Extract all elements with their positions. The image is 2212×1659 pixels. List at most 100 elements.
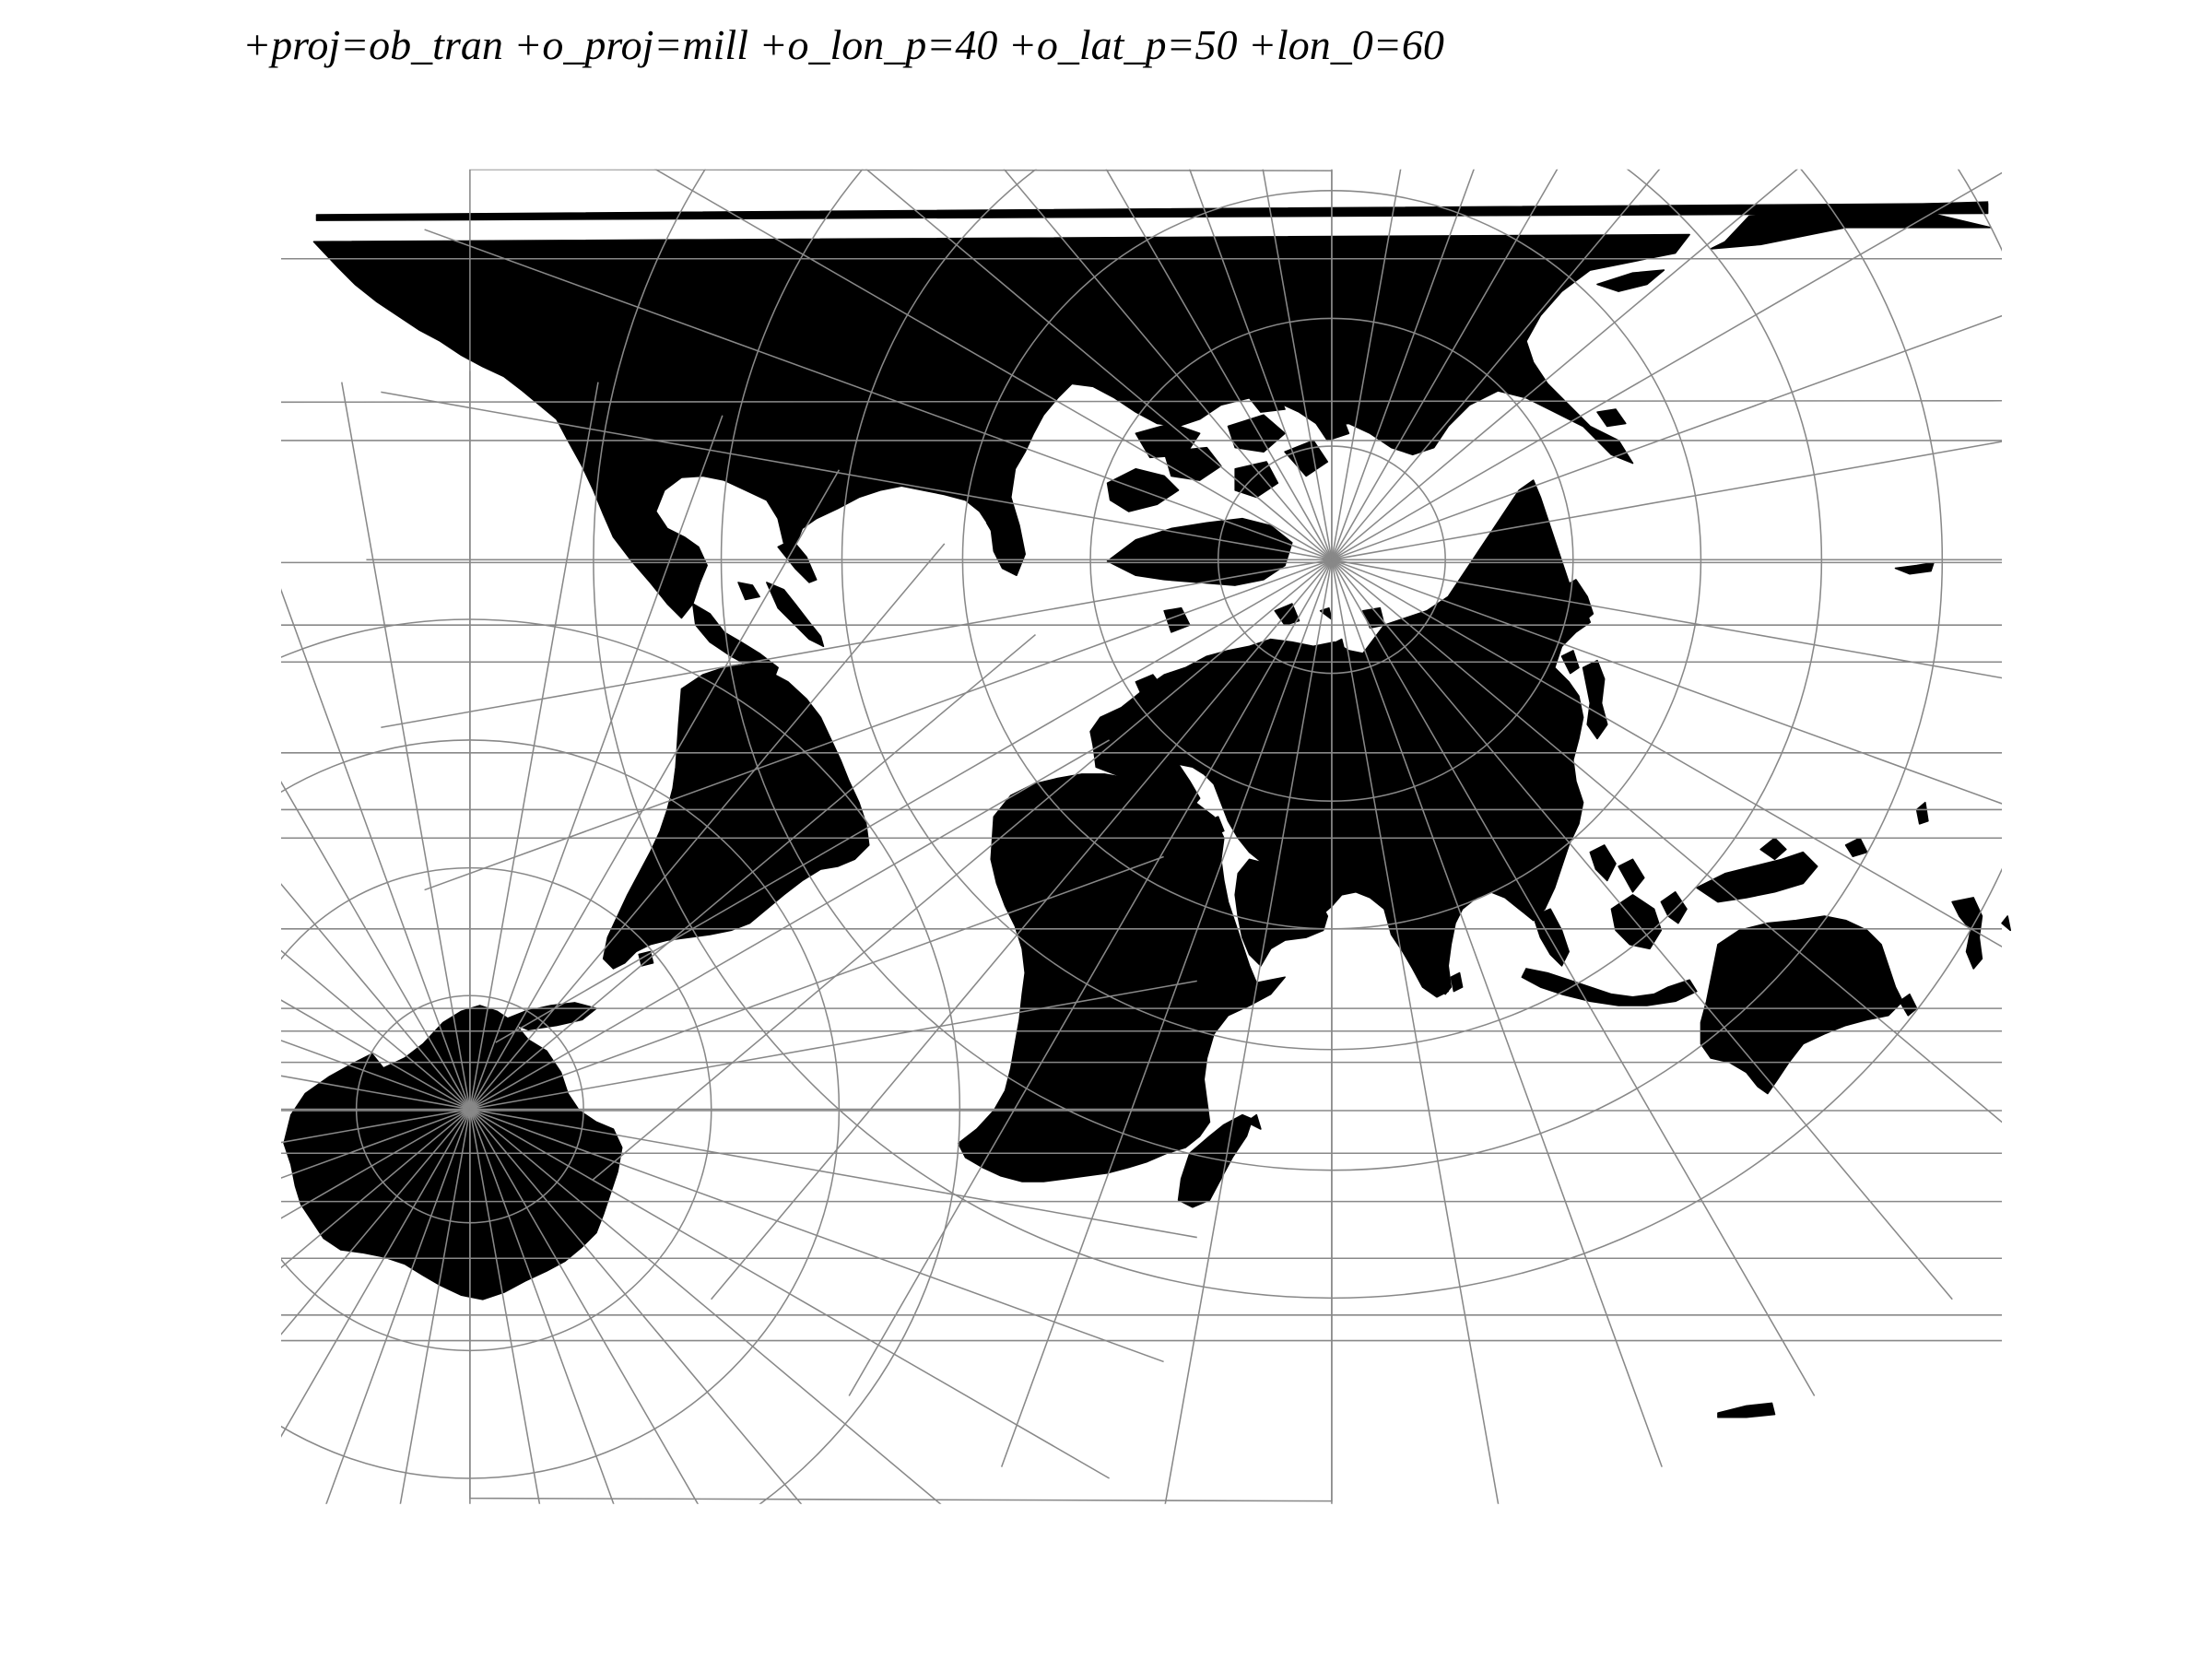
land-arctic-archipelago-5 <box>1234 461 1279 499</box>
land-australia <box>1700 915 1903 1095</box>
graticule-meridian-north <box>424 229 1333 561</box>
land-britain <box>1135 674 1169 712</box>
land-tasmania <box>1899 993 1918 1017</box>
graticule-parallel-south <box>281 866 712 1352</box>
land-med-island-2 <box>1294 801 1314 825</box>
land-falklands <box>638 950 654 967</box>
land-madagascar <box>1177 1113 1253 1208</box>
land-hudson-island-1 <box>985 513 1012 541</box>
graticule-meridian-north <box>1331 559 2003 947</box>
graticule-meridian-north <box>1331 169 1661 560</box>
graticule-meridian-north <box>1331 559 1500 1504</box>
graticule-parallel-south <box>281 739 841 1479</box>
graticule-meridian-north <box>848 559 1333 1396</box>
graticule-parallel-north <box>1217 445 1446 675</box>
land-small-se-2 <box>1894 561 1935 575</box>
graticule-meridian-north <box>1003 169 1333 560</box>
land-italy <box>1163 763 1201 808</box>
land-central-america <box>691 603 779 680</box>
graticule-meridian-north <box>1331 441 2003 561</box>
graticule-meridian-north <box>381 559 1333 728</box>
land-arabia <box>1234 858 1329 967</box>
graticule-meridian-north <box>1331 559 1663 1467</box>
graticule-meridian-north <box>653 169 1333 560</box>
land-east-island-2 <box>2001 915 2012 932</box>
land-arctic-archipelago-3 <box>1163 446 1222 481</box>
graticule-meridian-north <box>1331 559 2003 805</box>
graticule-parallel-north <box>841 169 1822 1051</box>
graticule-meridian-south <box>281 1108 471 1335</box>
graticule-meridian-north <box>865 169 1333 560</box>
graticule-meridian-north <box>1331 559 2003 1124</box>
land-arctic-archipelago-9 <box>1284 380 1314 402</box>
land-greenland <box>1106 517 1293 586</box>
land-philippines-1 <box>1589 844 1617 882</box>
land-new-guinea <box>1696 851 1818 903</box>
land-kamchatka <box>1558 579 1594 623</box>
land-png-tip <box>1759 837 1787 861</box>
graticule-parallel-north <box>961 190 1702 930</box>
graticule-meridian-north <box>1164 559 1333 1504</box>
graticule-parallel-south <box>355 994 584 1224</box>
graticule-meridian-south <box>281 1108 471 1269</box>
graticule-meridian-south <box>281 1108 471 1179</box>
land-florida <box>777 538 818 583</box>
land-arctic-archipelago-1 <box>1106 467 1180 512</box>
graticule-meridian-south <box>281 999 471 1111</box>
graticule-meridian-north <box>381 391 1333 561</box>
graticule-meridian-north <box>1331 559 1953 1300</box>
graticule-meridian-south <box>281 883 471 1110</box>
graticule-meridian-north <box>1331 169 1402 560</box>
graticule-meridian-north <box>1331 559 1816 1396</box>
graticule-meridian-south <box>281 1108 471 1144</box>
graticule-meridian-south <box>281 1075 471 1111</box>
graticule-parallel-north <box>593 169 2003 1299</box>
land-arctic-archipelago-6 <box>1284 440 1329 477</box>
land-philippines-2 <box>1618 858 1645 893</box>
land-africa <box>958 773 1286 1182</box>
graticule-meridian-north <box>1188 169 1333 560</box>
graticule-parallel-north <box>720 169 1943 1171</box>
graticule-meridian-south <box>281 1040 471 1111</box>
land-sulawesi <box>1660 891 1688 924</box>
land-small-se-1 <box>1915 801 1929 825</box>
land-south-america <box>602 664 870 970</box>
land-ne-island-2 <box>1596 408 1627 428</box>
land-med-island-1 <box>1206 816 1225 836</box>
graticule-meridian-south <box>281 1108 471 1219</box>
land-caribbean-1 <box>766 582 825 648</box>
graticule-parallel-north <box>1089 317 1574 802</box>
land-caribbean-2 <box>737 582 760 601</box>
land-far-se-island <box>1717 1402 1776 1418</box>
graticule-meridian-north <box>1331 171 2003 560</box>
graticule-meridian-north <box>424 559 1333 891</box>
land-horn-island <box>1245 1113 1262 1130</box>
graticule-meridian-north <box>1331 169 1475 560</box>
land-solomon <box>1844 837 1868 858</box>
land-sumatra-java <box>1521 968 1698 1006</box>
graticule-meridian-north <box>1331 169 1559 560</box>
graticule-meridian-north <box>1331 169 1798 560</box>
graticule-meridian-north <box>495 559 1333 1043</box>
land-north-america <box>312 233 1690 619</box>
land-east-island <box>1951 897 1983 970</box>
graticule-meridian-south <box>281 949 471 1111</box>
land-ne-island <box>1596 269 1665 292</box>
map-title: +proj=ob_tran +o_proj=mill +o_lon_p=40 +… <box>242 21 1444 68</box>
land-sri-lanka <box>1450 971 1464 993</box>
graticule-meridian-north <box>1262 169 1333 560</box>
land-small-north-3 <box>1166 681 1206 719</box>
land-japan <box>1582 659 1608 740</box>
graticule-meridian-north <box>1000 559 1333 1467</box>
land-iceland <box>1163 606 1191 633</box>
land-arctic-streak-tail <box>1710 201 1992 250</box>
land-arctic-streak-upper <box>315 202 1989 221</box>
graticule-meridian-north <box>711 559 1333 1300</box>
graticule-h-line <box>281 400 2003 404</box>
graticule-parallel-south <box>281 618 960 1504</box>
graticule-meridian-north <box>1331 559 2003 679</box>
graticule-meridian-north <box>1331 314 2003 561</box>
graticule-meridian-north <box>592 559 1333 1182</box>
